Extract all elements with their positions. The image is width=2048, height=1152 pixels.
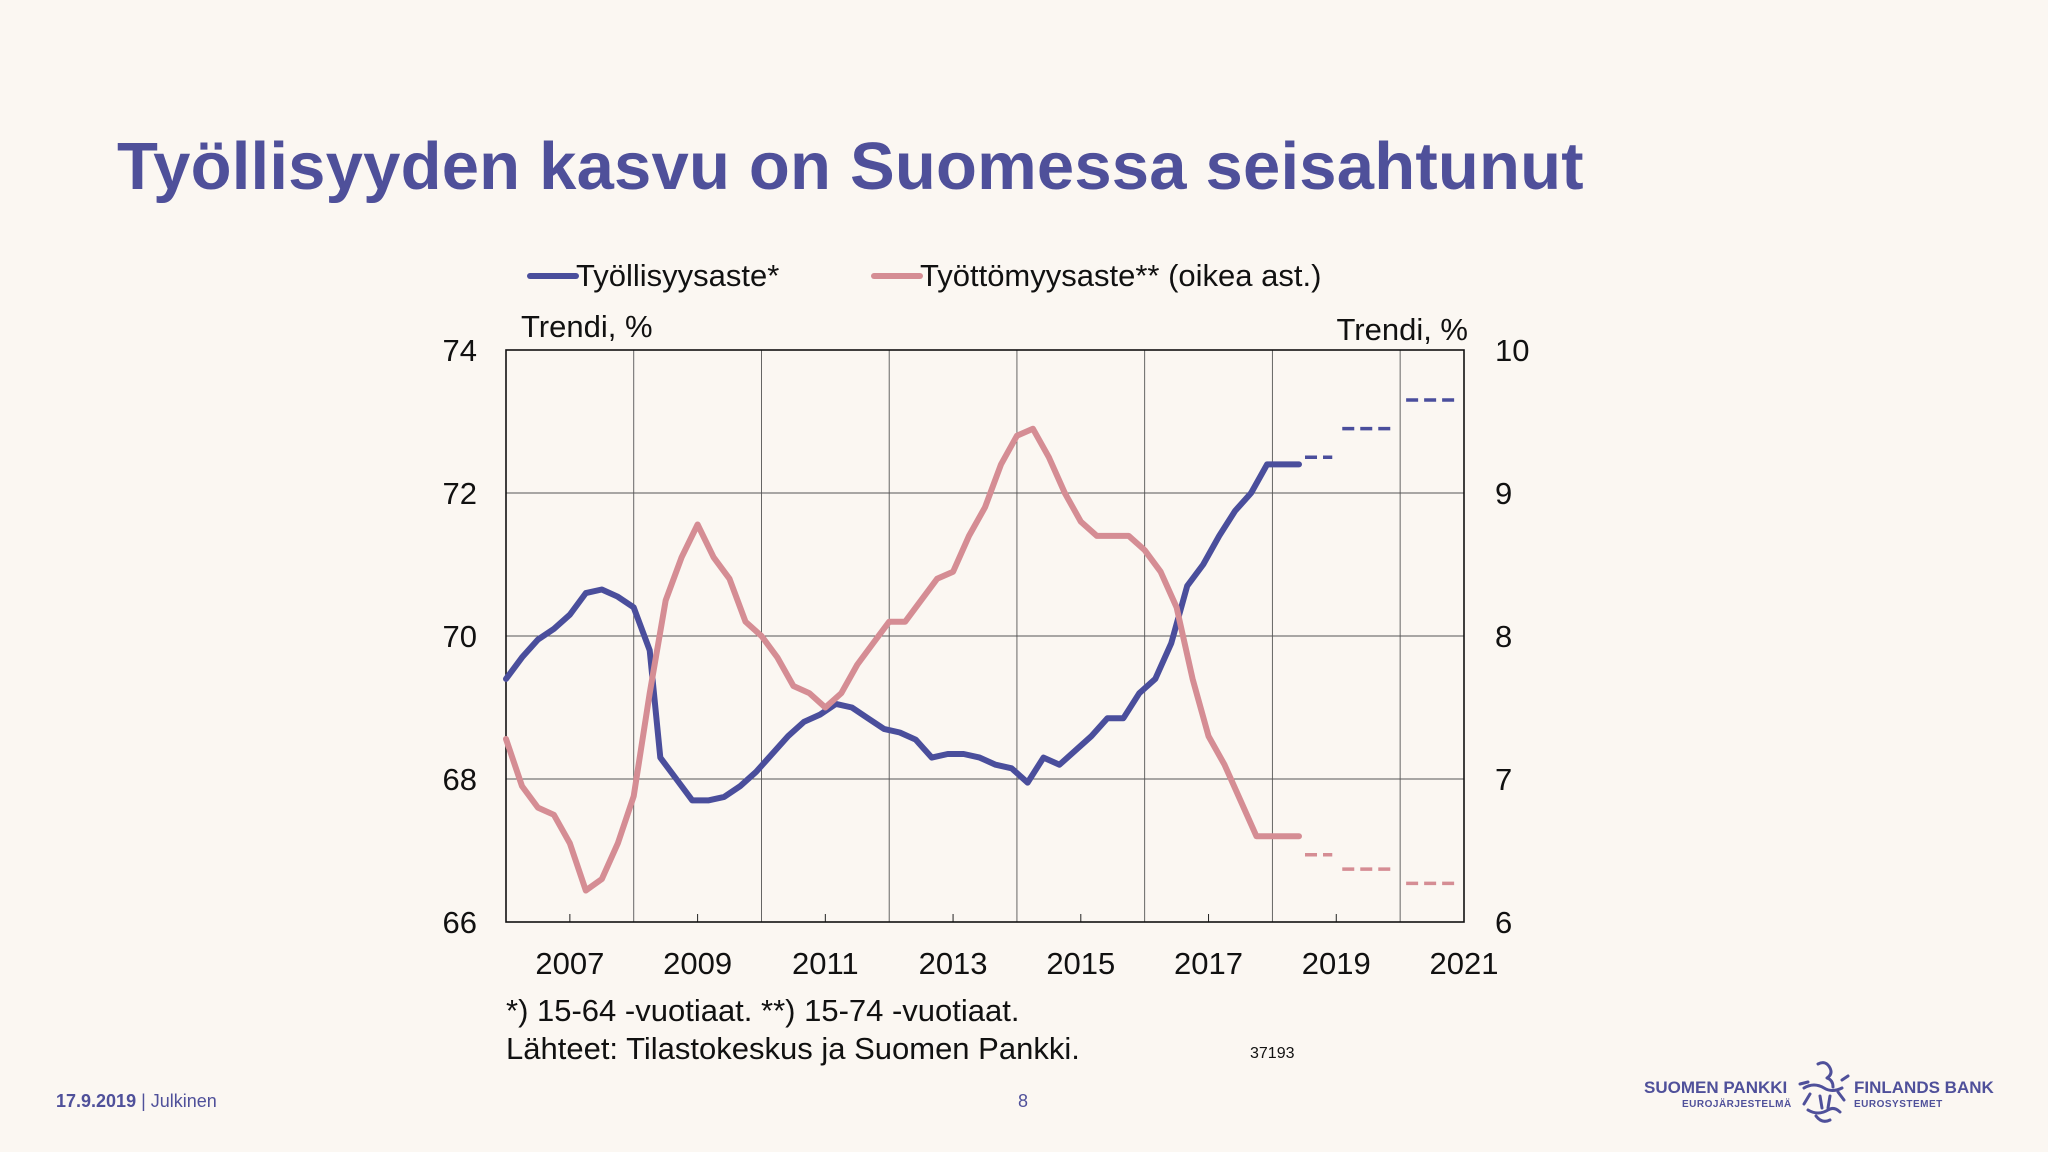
- employment-rate-line: [503, 461, 1302, 804]
- legend-label: Työttömyysaste** (oikea ast.): [920, 258, 1321, 293]
- y-tick-left: 66: [443, 905, 477, 940]
- chart-source: Lähteet: Tilastokeskus ja Suomen Pankki.: [506, 1031, 1080, 1066]
- logo-sub-sv: EUROSYSTEMET: [1854, 1099, 1943, 1110]
- legend-label: Työllisyysaste*: [576, 258, 779, 293]
- x-tick-label: 2021: [1430, 946, 1499, 981]
- x-tick-label: 2019: [1302, 946, 1371, 981]
- y-tick-right: 10: [1495, 333, 1529, 368]
- footer-separator: |: [136, 1091, 151, 1111]
- y-tick-left: 68: [443, 762, 477, 797]
- y-tick-left: 70: [443, 619, 477, 654]
- logo-name-fi: SUOMEN PANKKI: [1644, 1078, 1788, 1097]
- right-axis-unit: Trendi, %: [1336, 312, 1468, 347]
- left-axis-unit: Trendi, %: [521, 309, 653, 344]
- x-tick-label: 2009: [663, 946, 732, 981]
- footer-date-classification: 17.9.2019 | Julkinen: [56, 1091, 217, 1112]
- x-tick-label: 2013: [919, 946, 988, 981]
- slide-title: Työllisyyden kasvu on Suomessa seisahtun…: [117, 129, 1584, 204]
- lion-emblem-icon: [1798, 1061, 1850, 1123]
- logo-name-sv: FINLANDS BANK: [1854, 1078, 1994, 1097]
- chart-footnote: *) 15-64 -vuotiaat. **) 15-74 -vuotiaat.: [506, 993, 1020, 1028]
- y-tick-right: 6: [1495, 905, 1512, 940]
- bank-logo: SUOMEN PANKKI EUROJÄRJESTELMÄ FINLANDS B…: [1640, 1058, 2010, 1126]
- logo-sub-fi: EUROJÄRJESTELMÄ: [1682, 1099, 1792, 1110]
- y-tick-left: 74: [443, 333, 477, 368]
- x-tick-label: 2015: [1046, 946, 1115, 981]
- x-tick-label: 2007: [535, 946, 604, 981]
- page-number: 8: [1018, 1091, 1029, 1111]
- chart-id: 37193: [1250, 1045, 1295, 1062]
- footer-date: 17.9.2019: [56, 1091, 137, 1111]
- x-tick-label: 2017: [1174, 946, 1243, 981]
- y-tick-right: 7: [1495, 762, 1512, 797]
- x-tick-label: 2011: [792, 946, 859, 981]
- footer-classification: Julkinen: [150, 1091, 217, 1111]
- y-tick-right: 8: [1495, 619, 1512, 654]
- y-tick-right: 9: [1495, 476, 1512, 511]
- y-tick-left: 72: [443, 476, 477, 511]
- plot-frame: [505, 349, 1465, 923]
- unemployment-rate-line: [503, 425, 1302, 894]
